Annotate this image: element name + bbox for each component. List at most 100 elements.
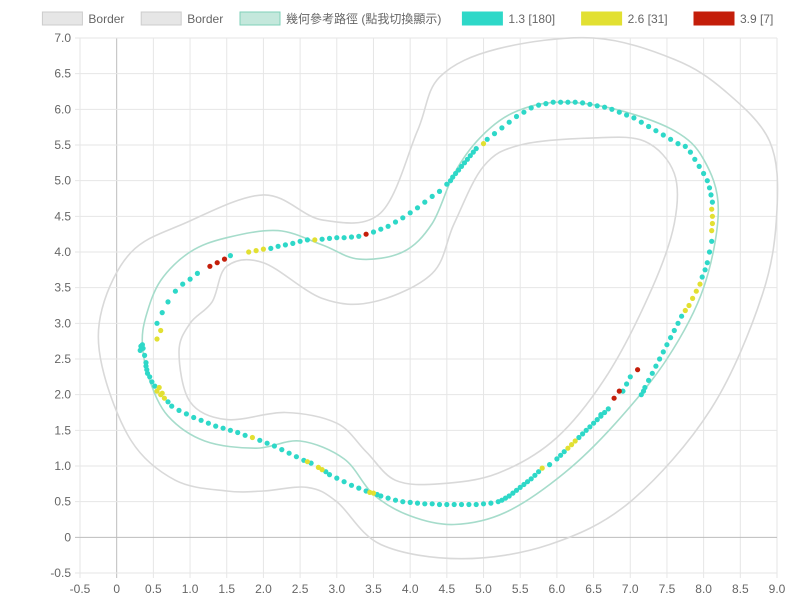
x-tick-label: 0.5 [145, 582, 162, 596]
data-point [572, 438, 578, 444]
data-point [565, 99, 571, 105]
x-tick-label: 6.5 [585, 582, 602, 596]
series-3 [207, 231, 641, 401]
data-point [268, 245, 274, 251]
data-point [271, 443, 277, 449]
data-point [697, 281, 703, 287]
data-point [480, 501, 487, 507]
data-points [137, 99, 716, 508]
data-point [616, 388, 622, 394]
y-tick-label: 3.0 [54, 316, 71, 330]
data-point [429, 193, 435, 199]
reference-path-line [141, 101, 720, 526]
data-point [279, 447, 285, 453]
data-point [591, 420, 597, 426]
y-tick-label: 4.0 [54, 245, 71, 259]
legend-item-1[interactable]: Border [41, 11, 124, 26]
data-point [709, 220, 716, 227]
data-point [191, 414, 197, 421]
data-point [400, 499, 406, 505]
data-point [149, 379, 155, 385]
data-point [576, 434, 582, 441]
x-tick-label: 0 [113, 582, 120, 596]
data-point [385, 495, 391, 501]
data-point [143, 360, 149, 366]
legend-item-5[interactable]: 2.6 [31] [581, 11, 668, 26]
data-point [506, 119, 512, 125]
data-point [536, 469, 542, 475]
x-tick-label: 7.5 [659, 582, 676, 596]
data-point [646, 123, 652, 130]
data-point [429, 501, 435, 507]
data-point [679, 313, 685, 319]
data-point [620, 388, 626, 394]
data-point [356, 233, 362, 239]
data-point [572, 99, 578, 105]
series-2 [154, 141, 716, 496]
data-point [436, 501, 443, 508]
data-point [444, 501, 450, 508]
data-point [293, 454, 299, 460]
data-point [246, 249, 252, 255]
legend-item-2[interactable]: Border [140, 11, 223, 26]
data-point [653, 363, 659, 369]
data-point [638, 119, 644, 125]
legend-swatch [41, 11, 83, 26]
data-point [207, 263, 213, 269]
data-point [213, 423, 219, 429]
data-point [348, 234, 355, 240]
data-point [152, 383, 158, 389]
data-point [414, 205, 421, 211]
data-point [536, 102, 542, 108]
data-point [385, 223, 391, 229]
data-point [587, 101, 593, 107]
data-point [627, 374, 633, 380]
data-point [304, 237, 310, 243]
data-point [378, 226, 384, 232]
data-point [161, 395, 167, 401]
data-point [693, 288, 699, 294]
data-point [144, 367, 150, 373]
data-point [142, 352, 148, 358]
x-tick-label: 8.5 [732, 582, 749, 596]
data-point [598, 412, 604, 418]
data-point [183, 411, 189, 417]
x-tick-label: 5.5 [512, 582, 529, 596]
data-point [706, 249, 713, 255]
data-point [675, 320, 681, 326]
data-point [528, 105, 534, 111]
legend-swatch [239, 11, 281, 26]
legend-item-6[interactable]: 3.9 [7] [693, 11, 773, 26]
legend-label: 2.6 [31] [628, 12, 668, 26]
legend: Border Border 幾何參考路徑 (點我切換顯示) 1.3 [180] 2.6 … [41, 11, 773, 26]
x-tick-label: 2.5 [292, 582, 309, 596]
legend-item-4[interactable]: 1.3 [180] [461, 11, 555, 26]
data-point [640, 388, 647, 394]
legend-item-3[interactable]: 幾何參考路徑 (點我切換顯示) [239, 11, 441, 26]
data-point [400, 215, 406, 221]
data-point [348, 482, 355, 488]
data-point [657, 356, 663, 362]
inner-border-line [178, 136, 679, 486]
x-tick-label: 4.0 [402, 582, 419, 596]
data-point [312, 237, 318, 243]
data-point [180, 281, 186, 287]
data-point [473, 501, 479, 508]
data-point [187, 276, 193, 282]
x-tick-label: 3.5 [365, 582, 382, 596]
data-point [668, 335, 674, 341]
data-point [480, 141, 487, 147]
y-tick-label: 3.5 [54, 281, 71, 295]
data-point [326, 235, 333, 241]
data-point [227, 253, 233, 259]
data-point [605, 406, 611, 412]
data-point [587, 424, 593, 430]
data-point [235, 429, 241, 436]
data-point [159, 310, 165, 316]
data-point [363, 231, 369, 237]
data-point [392, 219, 399, 225]
data-point [539, 465, 545, 471]
x-tick-label: 6.0 [549, 582, 566, 596]
legend-label: Border [187, 12, 223, 26]
data-point [554, 456, 560, 462]
